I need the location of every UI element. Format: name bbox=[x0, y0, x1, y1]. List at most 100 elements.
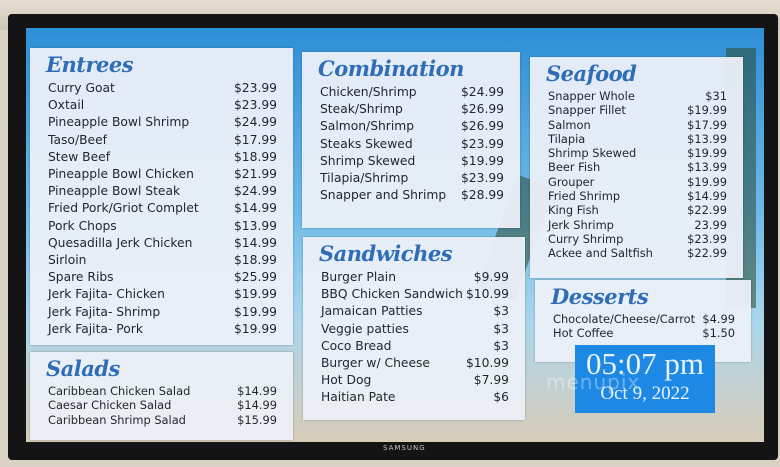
menu-item: Snapper and Shrimp $28.99 bbox=[302, 187, 520, 204]
clock-display: 05:07 pm Oct 9, 2022 bbox=[575, 345, 715, 413]
menu-item-price: $19.99 bbox=[233, 304, 277, 319]
menu-item: Snapper Fillet $19.99 bbox=[530, 103, 743, 117]
entrees-panel: Entrees Curry Goat $23.99 Oxtail $23.99 Pinea… bbox=[30, 48, 293, 345]
menu-item: King Fish $22.99 bbox=[530, 203, 743, 217]
menu-item-price: $26.99 bbox=[460, 102, 504, 117]
menu-item-name: Taso/Beef bbox=[48, 132, 107, 147]
menu-item-name: Steak/Shrimp bbox=[320, 102, 403, 117]
seafood-panel: Seafood Snapper Whole $31 Snapper Fillet $19… bbox=[530, 57, 743, 278]
menu-item: Caesar Chicken Salad $14.99 bbox=[30, 398, 293, 412]
menu-item-name: Beer Fish bbox=[548, 160, 601, 175]
menu-item-name: Salmon/Shrimp bbox=[320, 119, 415, 134]
menu-item: Coco Bread $3 bbox=[303, 338, 525, 355]
menu-board-screen: Entrees Curry Goat $23.99 Oxtail $23.99 Pinea… bbox=[26, 28, 764, 442]
seafood-heading: Seafood bbox=[546, 61, 637, 86]
menu-item: Pineapple Bowl Chicken $21.99 bbox=[30, 166, 293, 183]
menu-item-price: $25.99 bbox=[233, 270, 277, 285]
menu-item-name: Snapper Whole bbox=[548, 89, 635, 103]
menu-item: Grouper $19.99 bbox=[530, 175, 743, 189]
menu-item-price: $21.99 bbox=[233, 167, 277, 182]
menu-item: Curry Goat $23.99 bbox=[30, 80, 293, 97]
menu-item-price: $10.99 bbox=[465, 356, 509, 371]
menu-item-name: Burger w/ Cheese bbox=[321, 356, 430, 371]
menu-item: Caribbean Shrimp Salad $15.99 bbox=[30, 413, 293, 427]
menu-item-price: $6 bbox=[493, 390, 509, 405]
menu-item-price: $14.99 bbox=[233, 201, 277, 216]
sandwiches-panel: Sandwiches Burger Plain $9.99 BBQ Chicken S… bbox=[303, 237, 525, 420]
menu-item: Oxtail $23.99 bbox=[30, 97, 293, 114]
menu-item-price: $19.99 bbox=[460, 153, 504, 168]
menu-item: Steak/Shrimp $26.99 bbox=[302, 101, 520, 118]
menu-item-name: Fried Shrimp bbox=[548, 189, 621, 204]
menu-item: Beer Fish $13.99 bbox=[530, 160, 743, 174]
menu-item-price: $17.99 bbox=[687, 117, 727, 132]
menu-item-price: $19.99 bbox=[233, 287, 277, 302]
menu-item: Quesadilla Jerk Chicken $14.99 bbox=[30, 235, 293, 252]
menu-item-name: Sirloin bbox=[48, 253, 87, 268]
menu-item: Spare Ribs $25.99 bbox=[30, 269, 293, 286]
menu-item-name: Coco Bread bbox=[321, 338, 392, 353]
menu-item-name: Curry Shrimp bbox=[548, 231, 624, 246]
menu-item-price: $31 bbox=[705, 89, 727, 103]
clock-time: 05:07 pm bbox=[586, 346, 704, 381]
salads-panel: Salads Caribbean Chicken Salad $14.99 Caesa… bbox=[30, 352, 293, 440]
menu-item-price: $14.99 bbox=[233, 235, 277, 250]
menu-item: Ackee and Saltfish $22.99 bbox=[530, 246, 743, 260]
menu-item: Chocolate/Cheese/Carrot $4.99 bbox=[535, 312, 751, 326]
menu-item-price: $22.99 bbox=[687, 246, 727, 261]
desserts-panel: Desserts Chocolate/Cheese/Carrot $4.99 Hot … bbox=[535, 280, 751, 362]
menu-item: Curry Shrimp $23.99 bbox=[530, 232, 743, 246]
menu-item-price: $9.99 bbox=[473, 270, 509, 284]
menu-item: Jerk Fajita- Pork $19.99 bbox=[30, 321, 293, 338]
menu-item-name: Steaks Skewed bbox=[320, 136, 413, 151]
menu-item: Veggie patties $3 bbox=[303, 321, 525, 338]
menu-item-price: $26.99 bbox=[460, 119, 504, 134]
menu-item-name: Stew Beef bbox=[48, 149, 111, 164]
menu-item: Steaks Skewed $23.99 bbox=[302, 136, 520, 153]
menu-item-name: Jerk Shrimp bbox=[548, 217, 614, 232]
menu-item-name: Pork Chops bbox=[48, 218, 117, 233]
menu-item-price: $17.99 bbox=[233, 132, 277, 147]
menu-item-price: $23.99 bbox=[460, 136, 504, 151]
menu-item-price: $14.99 bbox=[237, 398, 277, 413]
menu-item-price: $1.50 bbox=[702, 326, 735, 341]
menu-item-name: Jamaican Patties bbox=[321, 304, 423, 319]
menu-item-price: $13.99 bbox=[687, 160, 727, 175]
menu-item-price: $18.99 bbox=[233, 253, 277, 268]
menu-item-price: $24.99 bbox=[233, 115, 277, 130]
clock-date: Oct 9, 2022 bbox=[600, 383, 690, 404]
menu-item: Pork Chops $13.99 bbox=[30, 218, 293, 235]
menu-item-price: $19.99 bbox=[233, 321, 277, 336]
menu-item-price: $10.99 bbox=[465, 287, 509, 302]
menu-item-name: Spare Ribs bbox=[48, 270, 114, 285]
menu-item-name: King Fish bbox=[548, 203, 599, 218]
menu-item-price: $24.99 bbox=[233, 184, 277, 199]
watermark: menupix bbox=[546, 370, 641, 394]
menu-item-name: Tilapia/Shrimp bbox=[320, 171, 409, 186]
menu-item: Tilapia $13.99 bbox=[530, 132, 743, 146]
menu-item-price: $3 bbox=[493, 338, 509, 353]
tv-brand-logo: SAMSUNG bbox=[383, 444, 426, 452]
desserts-heading: Desserts bbox=[551, 284, 649, 309]
menu-item-price: $14.99 bbox=[237, 384, 277, 398]
menu-item-price: $19.99 bbox=[687, 174, 727, 189]
menu-item-name: Jerk Fajita- Pork bbox=[48, 321, 143, 336]
combination-heading: Combination bbox=[318, 56, 464, 81]
menu-item-name: Quesadilla Jerk Chicken bbox=[48, 235, 193, 250]
menu-item: Burger w/ Cheese $10.99 bbox=[303, 355, 525, 372]
menu-item-price: $18.99 bbox=[233, 149, 277, 164]
menu-item: Hot Coffee $1.50 bbox=[535, 326, 751, 340]
menu-item: Hot Dog $7.99 bbox=[303, 372, 525, 389]
menu-item-name: Pineapple Bowl Chicken bbox=[48, 167, 194, 182]
menu-item-name: Hot Dog bbox=[321, 373, 372, 388]
menu-item-price: $23.99 bbox=[687, 231, 727, 246]
menu-item-name: Jerk Fajita- Chicken bbox=[48, 287, 165, 302]
menu-item-name: Snapper and Shrimp bbox=[320, 188, 447, 203]
menu-item-price: $19.99 bbox=[687, 146, 727, 161]
menu-item-name: Curry Goat bbox=[48, 81, 115, 95]
menu-item-name: Haitian Pate bbox=[321, 390, 396, 405]
menu-item: Haitian Pate $6 bbox=[303, 389, 525, 406]
menu-item-name: Oxtail bbox=[48, 98, 85, 113]
menu-item-price: $28.99 bbox=[460, 188, 504, 203]
menu-item-price: $23.99 bbox=[233, 81, 277, 95]
